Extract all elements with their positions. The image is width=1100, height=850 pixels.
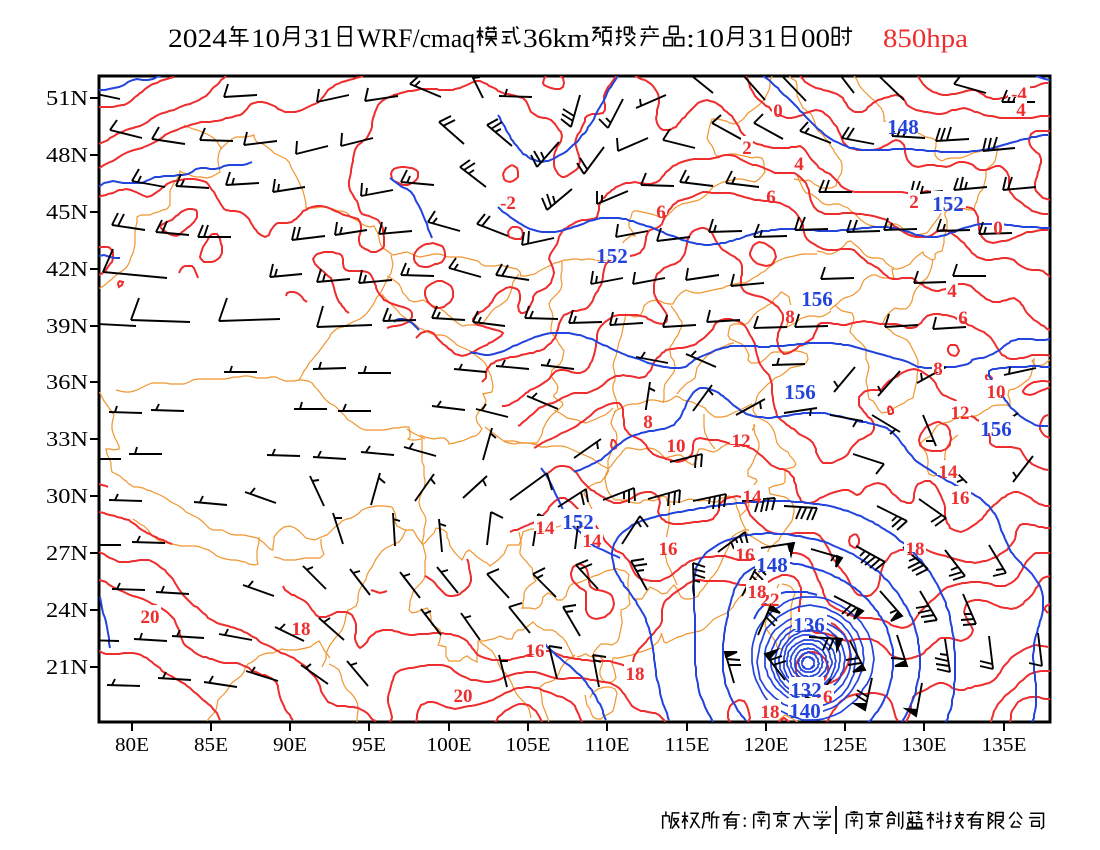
svg-text:2: 2 [909, 192, 919, 213]
svg-text::: : [686, 24, 695, 53]
svg-text:148: 148 [887, 115, 919, 139]
svg-text:85E: 85E [194, 734, 228, 756]
svg-text:8: 8 [933, 359, 943, 380]
svg-text:21N: 21N [46, 655, 88, 679]
svg-text:120E: 120E [744, 734, 789, 756]
svg-text:14: 14 [583, 531, 603, 552]
svg-text:31: 31 [748, 24, 777, 53]
svg-text:6: 6 [958, 308, 968, 329]
svg-text:130E: 130E [902, 734, 947, 756]
svg-text::: : [742, 810, 748, 832]
svg-text:6: 6 [656, 202, 666, 223]
svg-text:18: 18 [761, 702, 780, 723]
svg-text:0: 0 [993, 218, 1003, 239]
svg-text:10: 10 [695, 24, 724, 53]
svg-text:152: 152 [932, 192, 964, 216]
svg-text:100E: 100E [427, 734, 472, 756]
svg-text:6: 6 [766, 187, 776, 208]
svg-text:850hpa: 850hpa [883, 24, 969, 53]
svg-text:12: 12 [732, 431, 751, 452]
svg-text:110E: 110E [585, 734, 630, 756]
svg-text:14: 14 [536, 518, 556, 539]
svg-text:18: 18 [626, 664, 645, 685]
svg-text:4: 4 [1016, 100, 1026, 121]
svg-text:20: 20 [454, 686, 473, 707]
svg-text:105E: 105E [506, 734, 551, 756]
svg-text:22: 22 [761, 590, 780, 611]
svg-text:WRF/cmaq: WRF/cmaq [357, 24, 475, 53]
svg-text:2024: 2024 [168, 24, 227, 53]
svg-text:18: 18 [748, 582, 767, 603]
svg-text:14: 14 [743, 487, 763, 508]
svg-text:36N: 36N [46, 370, 88, 394]
svg-text:36km: 36km [523, 24, 590, 53]
svg-text:2: 2 [742, 138, 752, 159]
svg-text:0: 0 [773, 101, 783, 122]
svg-text:16: 16 [526, 641, 545, 662]
svg-text:80E: 80E [115, 734, 149, 756]
svg-text:14: 14 [939, 462, 959, 483]
svg-text:156: 156 [784, 380, 816, 404]
svg-text:24N: 24N [46, 598, 88, 622]
svg-text:156: 156 [980, 417, 1012, 441]
svg-text:125E: 125E [823, 734, 868, 756]
svg-text:16: 16 [659, 539, 678, 560]
svg-text:18: 18 [906, 539, 925, 560]
svg-text:115E: 115E [665, 734, 710, 756]
svg-text:16: 16 [951, 488, 970, 509]
svg-text:00: 00 [801, 24, 830, 53]
svg-text:90E: 90E [273, 734, 307, 756]
svg-text:12: 12 [951, 403, 970, 424]
svg-text:42N: 42N [46, 257, 88, 281]
svg-text:135E: 135E [982, 734, 1027, 756]
svg-text:30N: 30N [46, 484, 88, 508]
svg-text:4: 4 [947, 281, 957, 302]
svg-text:10: 10 [251, 24, 280, 53]
svg-text:136: 136 [793, 613, 825, 637]
svg-text:51N: 51N [46, 86, 88, 110]
svg-text:152: 152 [596, 244, 628, 268]
svg-text:31: 31 [304, 24, 333, 53]
svg-text:140: 140 [789, 699, 821, 723]
svg-text:148: 148 [756, 553, 788, 577]
svg-text:10: 10 [667, 436, 686, 457]
svg-text:27N: 27N [46, 541, 88, 565]
svg-text:39N: 39N [46, 314, 88, 338]
svg-text:18: 18 [292, 619, 311, 640]
svg-text:8: 8 [643, 412, 653, 433]
svg-text:45N: 45N [46, 200, 88, 224]
svg-text:152: 152 [562, 510, 594, 534]
svg-text:156: 156 [801, 287, 833, 311]
svg-text:95E: 95E [352, 734, 386, 756]
svg-text:4: 4 [794, 154, 804, 175]
svg-text:33N: 33N [46, 427, 88, 451]
svg-text:8: 8 [785, 307, 795, 328]
svg-text:10: 10 [987, 382, 1006, 403]
svg-text:48N: 48N [46, 143, 88, 167]
svg-text:20: 20 [141, 607, 160, 628]
svg-text:-2: -2 [500, 193, 516, 214]
svg-text:16: 16 [736, 545, 755, 566]
